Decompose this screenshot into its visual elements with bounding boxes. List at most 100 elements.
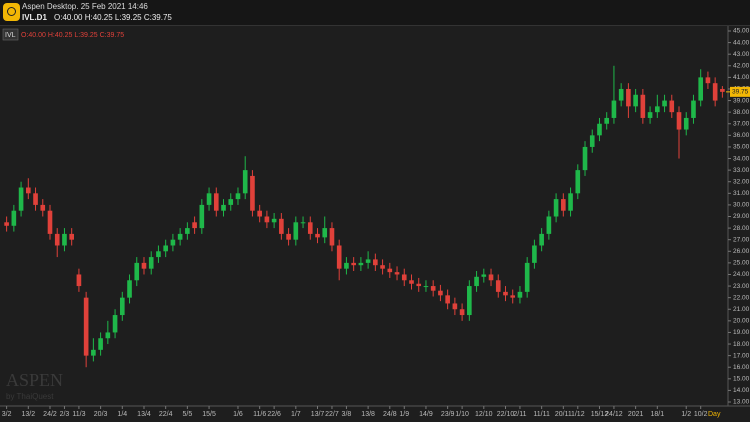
y-tick-label: 21.00 <box>733 306 750 313</box>
y-tick-label: 30.00 <box>733 202 750 209</box>
candle-body <box>669 100 675 113</box>
y-tick-label: 33.00 <box>733 167 750 174</box>
x-tick-label: 5/5 <box>182 411 192 418</box>
x-tick-label: 23/9 <box>441 411 455 418</box>
x-tick-label: 18/1 <box>651 411 665 418</box>
candle-body <box>532 245 537 263</box>
timeframe-label: Day <box>708 411 721 418</box>
candle-body <box>452 303 458 310</box>
ohlc-readout: O:40.00 H:40.25 L:39.25 C:39.75 <box>54 13 172 22</box>
candle-body <box>134 262 140 281</box>
candle-body <box>112 315 118 333</box>
y-tick-label: 16.00 <box>733 364 750 371</box>
candle-body <box>11 210 17 226</box>
y-tick-label: 32.00 <box>733 178 750 185</box>
candle-body <box>691 100 696 118</box>
candle-body <box>503 291 508 296</box>
x-tick-label: 24/12 <box>605 411 623 418</box>
candle-body <box>712 83 718 101</box>
candle-body <box>633 94 638 107</box>
y-tick-label: 39.00 <box>733 97 750 104</box>
candle-body <box>257 210 262 217</box>
window-title: Aspen Desktop. 25 Feb 2021 14:46 <box>22 2 148 11</box>
candle-body <box>293 222 299 240</box>
candle-body <box>76 274 82 287</box>
candle-body <box>286 233 291 240</box>
header-bar: Aspen Desktop. 25 Feb 2021 14:46 IVL.D1 … <box>0 0 750 26</box>
plot-background <box>0 26 750 422</box>
x-tick-label: 22/6 <box>267 411 281 418</box>
x-tick-label: 10/2 <box>694 411 708 418</box>
candle-body <box>430 286 436 291</box>
candle-body <box>148 257 154 269</box>
x-tick-label: 11/6 <box>253 411 266 418</box>
candle-body <box>582 146 588 171</box>
candle-body <box>655 106 660 113</box>
y-tick-label: 37.00 <box>733 120 750 127</box>
x-tick-label: 11/11 <box>533 411 550 418</box>
y-tick-label: 19.00 <box>733 329 750 336</box>
candle-body <box>438 290 443 296</box>
x-tick-label: 1/6 <box>233 411 243 418</box>
candle-body <box>459 309 465 316</box>
x-tick-label: 1/2 <box>681 411 691 418</box>
x-tick-label: 13/4 <box>137 411 151 418</box>
last-price-box <box>730 86 750 97</box>
x-tick-label: 22/10 <box>497 411 515 418</box>
candle-body <box>213 193 219 211</box>
candle-body <box>676 112 682 130</box>
x-tick-label: 1/9 <box>399 411 409 418</box>
x-tick-label: 13/2 <box>21 411 35 418</box>
x-tick-label: 1/12 <box>571 411 585 418</box>
candle-body <box>416 283 422 287</box>
candle-body <box>683 117 689 130</box>
x-tick-label: 24/8 <box>383 411 397 418</box>
x-tick-label: 2/3 <box>60 411 70 418</box>
candle-body <box>358 262 364 266</box>
x-tick-label: 20/3 <box>94 411 108 418</box>
candle-body <box>597 123 602 136</box>
candle-body <box>336 245 342 269</box>
candle-body <box>380 265 385 269</box>
candle-body <box>423 286 429 288</box>
candle-body <box>250 175 255 211</box>
candle-body <box>481 274 487 277</box>
candle-body <box>568 193 573 211</box>
chart: IVL O:40.00 H:40.25 L:39.25 C:39.75 ASPE… <box>0 26 750 422</box>
candle-body <box>264 216 270 223</box>
y-tick-label: 31.00 <box>733 190 750 197</box>
x-tick-label: 1/7 <box>291 411 301 418</box>
candle-body <box>91 349 96 356</box>
candle-body <box>495 280 501 292</box>
x-tick-label: 13/7 <box>311 411 325 418</box>
candle-body <box>271 218 277 223</box>
x-tick-label: 15/12 <box>591 411 609 418</box>
y-tick-label: 26.00 <box>733 248 750 255</box>
candle-body <box>83 297 89 356</box>
y-tick-label: 41.00 <box>733 74 750 81</box>
candle-body <box>445 295 450 304</box>
candle-body <box>561 199 566 211</box>
candle-body <box>25 187 31 194</box>
candle-body <box>539 233 544 246</box>
candle-body <box>69 233 74 240</box>
symbol: IVL.D1 <box>22 13 47 22</box>
candle-body <box>604 117 610 124</box>
candle-body <box>163 245 168 252</box>
candle-body <box>4 222 9 226</box>
y-tick-label: 15.00 <box>733 376 750 383</box>
candle-body <box>119 297 125 316</box>
last-price-label: 39.75 <box>732 89 749 96</box>
x-tick-label: 12/10 <box>475 411 493 418</box>
candle-body <box>18 187 24 211</box>
y-tick-label: 17.00 <box>733 352 750 359</box>
y-tick-label: 43.00 <box>733 51 750 58</box>
x-tick-label: 22/7 <box>325 411 339 418</box>
x-tick-label: 11/3 <box>72 411 85 418</box>
candle-body <box>720 88 725 92</box>
candle-body <box>279 218 284 234</box>
candle-body <box>467 286 472 316</box>
candle-body <box>662 100 667 107</box>
y-tick-label: 13.00 <box>733 399 750 406</box>
candle-body <box>315 233 320 238</box>
